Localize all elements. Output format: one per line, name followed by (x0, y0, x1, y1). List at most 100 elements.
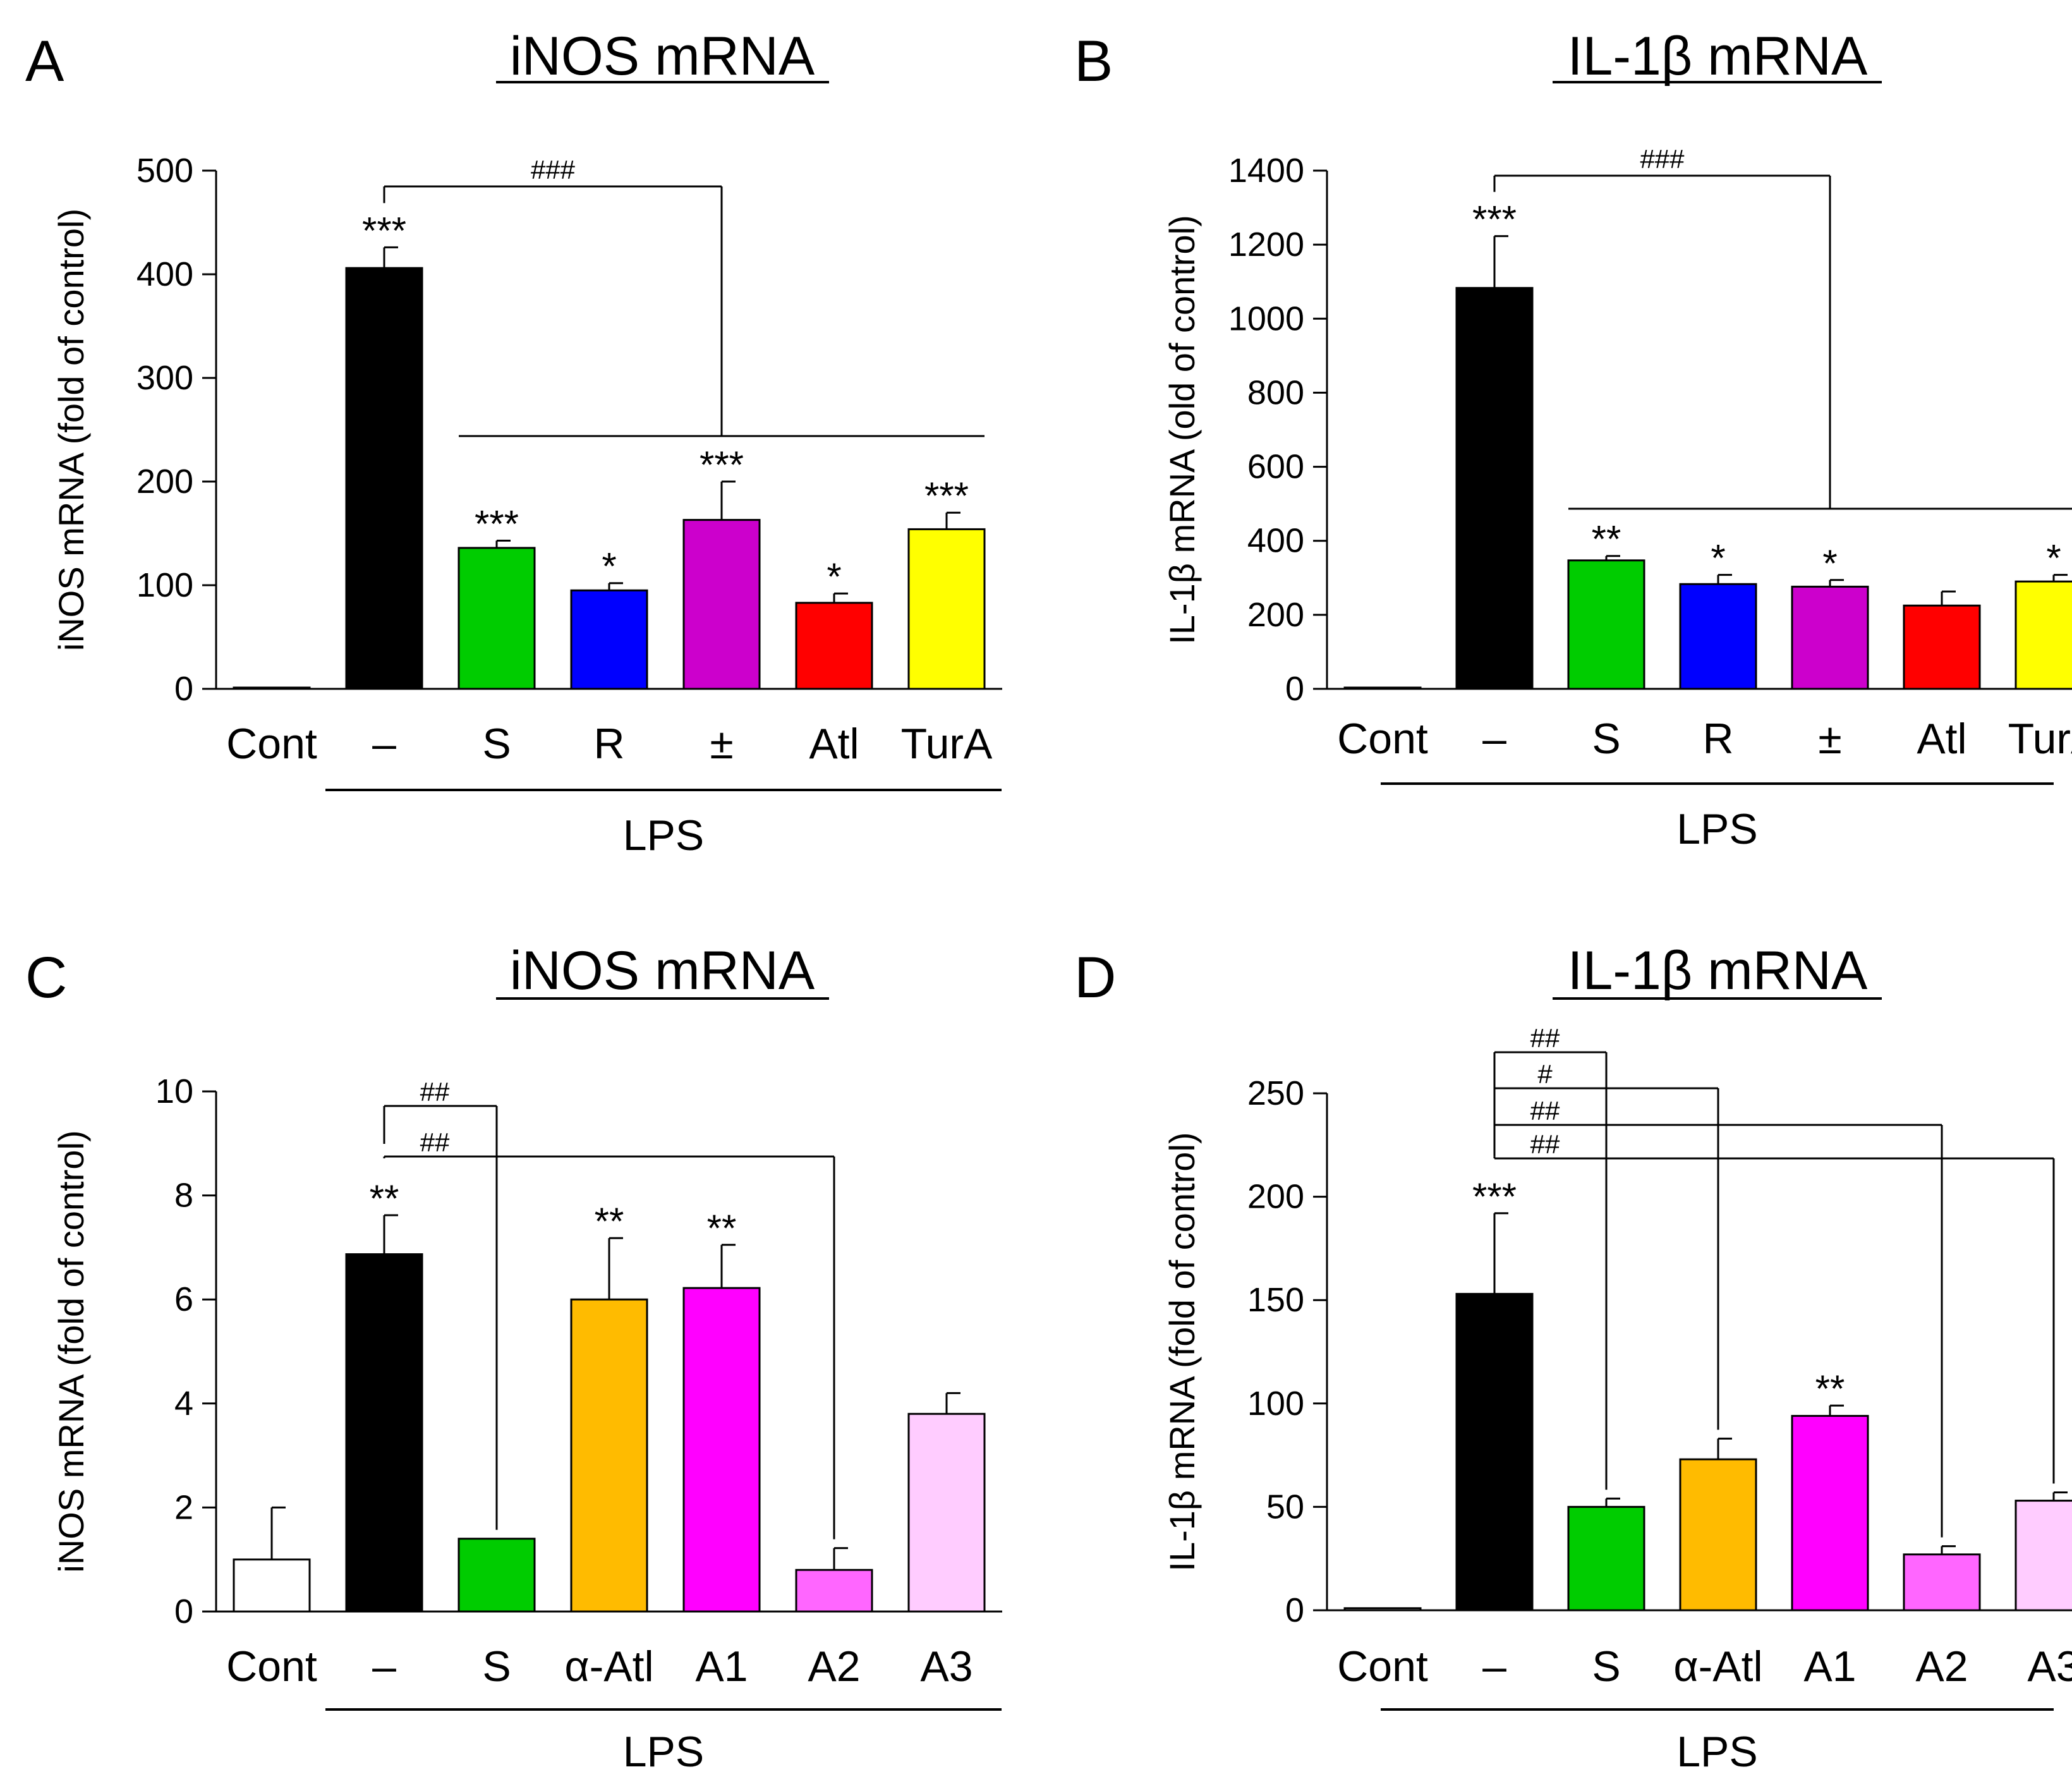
lps-label: LPS (623, 811, 705, 859)
y-tick-label: 250 (1247, 1074, 1304, 1112)
comparison-label: ## (1530, 1096, 1560, 1126)
bar (233, 686, 311, 690)
bar (1343, 686, 1422, 690)
significance-marker: * (602, 545, 616, 588)
y-axis-label: iNOS mRNA (fold of control) (51, 1130, 91, 1572)
category-label: A3 (920, 1642, 972, 1691)
significance-marker: *** (1472, 1175, 1517, 1218)
panel-d: D IL-1β mRNA 0 50 100 150 200 250 IL-1β mRNA (fo… (1074, 940, 2072, 1776)
comparison-label: ### (1640, 144, 1685, 174)
category-label: – (1482, 1642, 1506, 1691)
bar (907, 528, 986, 690)
category-label: S (482, 1642, 511, 1691)
category-label: ± (710, 720, 733, 768)
bar (1343, 1607, 1422, 1612)
y-tick-label: 100 (1247, 1385, 1304, 1423)
category-label: Atl (1917, 715, 1966, 763)
significance-marker: ** (1592, 518, 1621, 561)
bar (2014, 1500, 2072, 1612)
lps-label: LPS (1676, 1728, 1758, 1776)
bar (1455, 287, 1534, 690)
y-tick-label: 400 (1247, 522, 1304, 560)
significance-marker: *** (475, 502, 519, 545)
significance-marker: ** (1815, 1368, 1845, 1410)
category-label: S (482, 720, 511, 768)
category-label: α-Atl (564, 1642, 653, 1691)
bar (1679, 1458, 1757, 1612)
y-tick-label: 150 (1247, 1281, 1304, 1319)
bar (795, 1569, 873, 1613)
bar (682, 1287, 761, 1613)
bar (457, 547, 536, 690)
category-label: TurA (2008, 715, 2072, 763)
y-tick-label: 0 (174, 670, 193, 708)
significance-marker: ** (595, 1200, 624, 1242)
category-label: A1 (1803, 1642, 1856, 1691)
category-label: – (372, 720, 396, 768)
panel-letter: B (1074, 29, 1113, 94)
bar (1567, 559, 1645, 690)
category-label: R (593, 720, 624, 768)
panel-title: iNOS mRNA (510, 940, 815, 1001)
category-label: Atl (809, 720, 859, 768)
bar (1567, 1505, 1645, 1612)
significance-marker: *** (700, 444, 744, 486)
category-label: S (1592, 715, 1620, 763)
category-label: Cont (1337, 1642, 1428, 1691)
bar (570, 1298, 648, 1613)
significance-marker: * (1711, 537, 1725, 580)
y-tick-label: 6 (174, 1280, 193, 1318)
y-tick-label: 10 (155, 1072, 193, 1110)
category-label: Cont (226, 720, 317, 768)
significance-marker: *** (924, 475, 969, 517)
bar (1679, 583, 1757, 690)
y-tick-label: 1200 (1228, 226, 1304, 264)
comparison-label: ## (1530, 1023, 1560, 1053)
category-label: A2 (1915, 1642, 1968, 1691)
y-tick-label: 100 (136, 566, 193, 604)
category-label: TurA (901, 720, 993, 768)
significance-marker: ** (370, 1177, 399, 1220)
y-tick-label: 300 (136, 359, 193, 397)
significance-marker: * (827, 556, 841, 598)
y-tick-label: 0 (1285, 670, 1304, 708)
bar (682, 519, 761, 690)
category-label: A1 (695, 1642, 748, 1691)
comparison-label: ## (420, 1127, 450, 1157)
panel-letter: D (1074, 945, 1116, 1010)
significance-marker: *** (362, 209, 406, 252)
y-tick-label: 200 (1247, 1178, 1304, 1216)
bar (2014, 580, 2072, 690)
bar (1455, 1292, 1534, 1612)
bar (1903, 604, 1981, 690)
bar (233, 1558, 311, 1613)
category-label: ± (1818, 715, 1841, 763)
y-tick-label: 8 (174, 1177, 193, 1215)
bar (1791, 585, 1869, 690)
y-tick-label: 200 (136, 463, 193, 501)
y-tick-label: 2 (174, 1488, 193, 1526)
category-label: α-Atl (1673, 1642, 1762, 1691)
y-tick-label: 1400 (1228, 152, 1304, 190)
y-tick-label: 200 (1247, 596, 1304, 634)
bar (1903, 1553, 1981, 1612)
comparison-label: ## (1530, 1129, 1560, 1159)
panel-title: iNOS mRNA (510, 26, 815, 87)
panel-title: IL-1β mRNA (1568, 940, 1868, 1001)
category-label: A3 (2027, 1642, 2072, 1691)
category-label: Cont (226, 1642, 317, 1691)
panel-b: B IL-1β mRNA 0 200 400 600 800 1000 1200 1400 IL-1… (1074, 26, 2072, 853)
y-axis-label: IL-1β mRNA (old of control) (1162, 215, 1202, 645)
comparison-label: ### (531, 155, 576, 185)
comparison-label: ## (420, 1077, 450, 1107)
category-label: – (1482, 715, 1506, 763)
significance-marker: *** (1472, 198, 1517, 241)
y-tick-label: 500 (136, 152, 193, 190)
bar (795, 602, 873, 690)
category-label: – (372, 1642, 396, 1691)
bar (457, 1538, 536, 1613)
y-tick-label: 800 (1247, 373, 1304, 411)
